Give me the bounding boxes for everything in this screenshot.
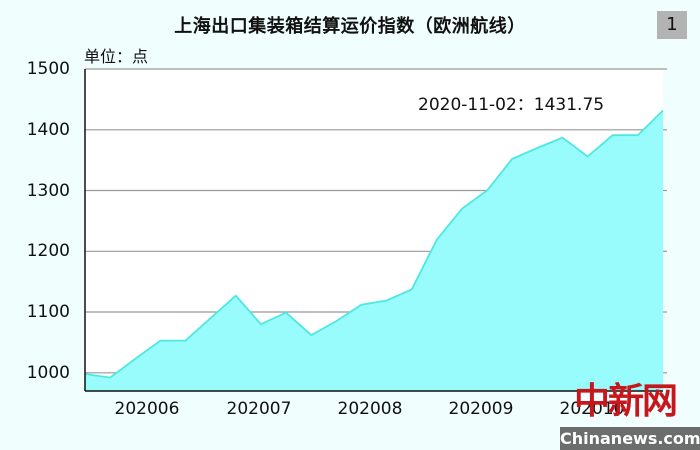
y-tick-label: 1100: [26, 302, 70, 322]
x-tick-label: 202010: [559, 399, 625, 419]
y-tick-label: 1000: [26, 363, 70, 383]
watermark-logo: 中新网: [574, 380, 678, 422]
data-line: [84, 109, 664, 379]
y-axis-unit: 单位：点: [84, 47, 149, 66]
chart-title: 上海出口集装箱结算运价指数（欧洲航线）: [174, 16, 526, 37]
latest-value-annotation: 2020-11-02：1431.75: [418, 95, 605, 115]
page-number-badge: 1: [657, 11, 687, 39]
x-tick-label: 202008: [337, 399, 403, 419]
y-tick-label: 1500: [26, 59, 70, 79]
x-tick-label: 202009: [448, 399, 514, 419]
area-fill: [85, 110, 663, 391]
watermark-text: Chinanews.com: [560, 427, 700, 450]
x-tick-label: 202007: [226, 399, 292, 419]
y-tick-label: 1300: [26, 181, 70, 201]
y-tick-label: 1200: [26, 241, 70, 261]
y-tick-label: 1400: [26, 120, 70, 140]
x-tick-label: 202006: [114, 399, 180, 419]
